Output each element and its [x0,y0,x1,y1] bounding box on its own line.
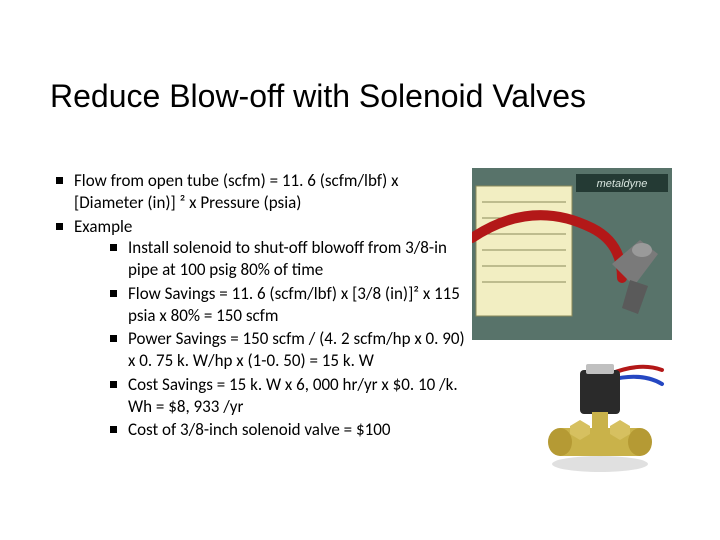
bullet-item: Flow from open tube (scfm) = 11. 6 (scfm… [56,170,466,214]
bullet-text: Install solenoid to shut-off blowoff fro… [128,237,447,280]
sub-bullet-list: Install solenoid to shut-off blowoff fro… [74,237,466,441]
sub-bullet-item: Install solenoid to shut-off blowoff fro… [110,237,466,281]
bullet-list: Flow from open tube (scfm) = 11. 6 (scfm… [56,170,466,441]
slide: Reduce Blow-off with Solenoid Valves Flo… [0,0,720,540]
sub-bullet-item: Flow Savings = 11. 6 (scfm/lbf) x [3/8 (… [110,283,466,327]
bullet-text: Flow Savings = 11. 6 (scfm/lbf) x [3/8 (… [128,283,460,326]
bullet-text: Flow from open tube (scfm) = 11. 6 (scfm… [74,170,399,213]
slide-body: Flow from open tube (scfm) = 11. 6 (scfm… [56,170,466,443]
solenoid-valve-photo [530,356,674,476]
sub-bullet-item: Cost of 3/8-inch solenoid valve = $100 [110,419,466,441]
svg-text:metaldyne: metaldyne [597,178,648,190]
bullet-text: Cost of 3/8-inch solenoid valve = $100 [128,419,390,440]
nozzle-illustration-icon: metaldyne [472,168,672,340]
sub-bullet-item: Cost Savings = 15 k. W x 6, 000 hr/yr x … [110,374,466,418]
bullet-text: Example [74,216,132,237]
solenoid-valve-icon [530,356,674,476]
sub-bullet-item: Power Savings = 150 scfm / (4. 2 scfm/hp… [110,328,466,372]
bullet-item: Example Install solenoid to shut-off blo… [56,216,466,442]
bullet-text: Power Savings = 150 scfm / (4. 2 scfm/hp… [128,328,465,371]
slide-title: Reduce Blow-off with Solenoid Valves [50,78,700,115]
blow-off-nozzle-photo: metaldyne [472,168,672,340]
bullet-text: Cost Savings = 15 k. W x 6, 000 hr/yr x … [128,374,458,417]
